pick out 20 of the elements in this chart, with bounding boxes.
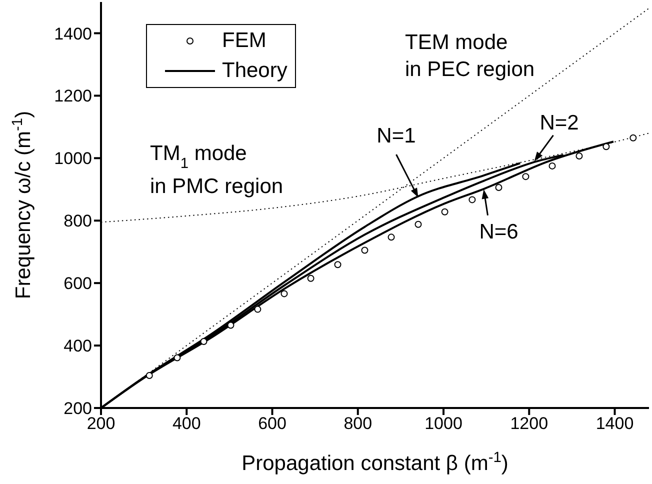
- annotation: N=6: [479, 220, 518, 244]
- annotation: TEM mode in PEC region: [405, 31, 535, 81]
- annotation: N=1: [376, 124, 416, 148]
- annotation: TM$_{1}$ mode in PMC region: [150, 142, 284, 198]
- x-tick-label: 1400: [596, 414, 634, 434]
- x-tick-label: 600: [258, 414, 286, 434]
- y-tick-label: 1200: [54, 86, 92, 106]
- x-tick-label: 1000: [424, 414, 462, 434]
- legend-label: Theory: [222, 59, 288, 83]
- annotation: N=2: [540, 111, 579, 134]
- y-tick-label: 600: [64, 274, 92, 294]
- y-tick-label: 800: [64, 212, 92, 231]
- x-tick-label: 1200: [510, 414, 548, 434]
- x-axis-title: Propagation constant β (m$^{-1}$): [242, 450, 508, 475]
- x-tick-label: 800: [344, 414, 372, 434]
- x-tick-label: 400: [172, 414, 201, 434]
- y-tick-label: 400: [64, 336, 92, 356]
- y-tick-label: 1000: [54, 149, 92, 168]
- legend-label: FEM: [222, 29, 266, 53]
- y-tick-label: 1400: [54, 24, 92, 44]
